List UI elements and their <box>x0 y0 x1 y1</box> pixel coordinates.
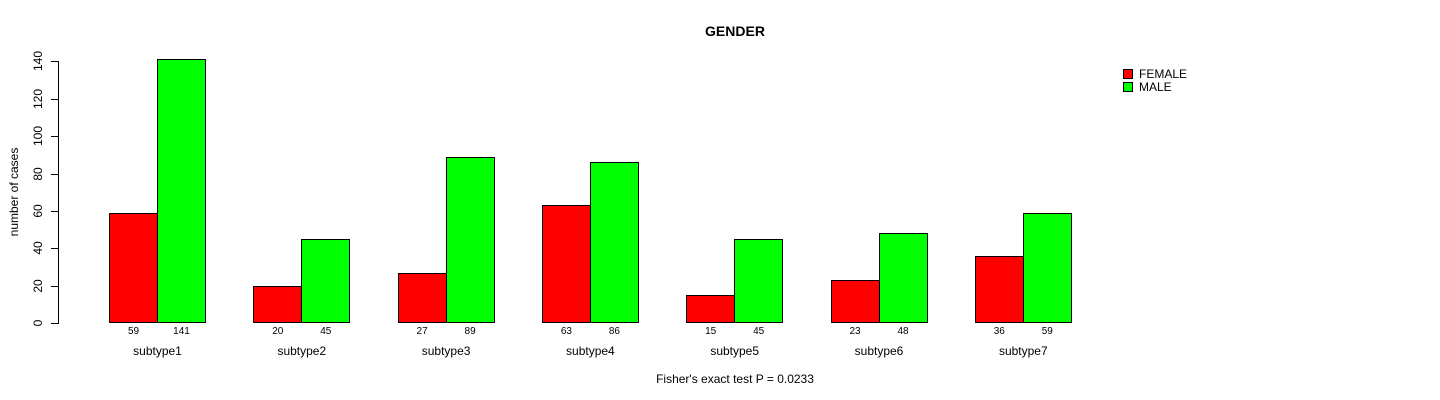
x-category-label: subtype3 <box>421 344 471 358</box>
footnote: Fisher's exact test P = 0.0233 <box>656 372 814 386</box>
y-tick-label: 20 <box>31 278 45 293</box>
bar-male-subtype6 <box>878 233 928 323</box>
y-tick-label: 120 <box>31 88 45 109</box>
legend-item-male: MALE <box>1123 79 1187 94</box>
legend-label: MALE <box>1139 79 1172 94</box>
bar-female-subtype7 <box>974 256 1024 323</box>
legend: FEMALE MALE <box>1123 66 1188 94</box>
x-category-label: subtype5 <box>710 344 760 358</box>
bar-value-label: 45 <box>753 326 765 337</box>
bar-value-label: 27 <box>416 326 428 337</box>
bar-male-subtype7 <box>1022 213 1072 323</box>
legend-swatch <box>1123 81 1133 92</box>
bar-male-subtype5 <box>734 239 784 323</box>
y-tick-label: 0 <box>31 319 45 327</box>
bar-female-subtype3 <box>397 273 447 323</box>
bar-value-label: 86 <box>608 326 620 337</box>
x-category-label: subtype2 <box>277 344 327 358</box>
y-tick <box>51 248 58 250</box>
bar-value-label: 20 <box>272 326 284 337</box>
legend-swatch <box>1123 68 1133 79</box>
bar-male-subtype3 <box>445 157 495 323</box>
bar-female-subtype5 <box>686 295 736 323</box>
y-tick-label: 140 <box>31 51 45 72</box>
bar-value-label: 59 <box>1041 326 1053 337</box>
bar-value-label: 59 <box>127 326 140 337</box>
chart-title: GENDER <box>705 23 765 39</box>
bar-value-label: 89 <box>464 326 476 337</box>
legend-item-female: FEMALE <box>1123 66 1188 81</box>
x-category-label: subtype6 <box>854 344 904 358</box>
bar-female-subtype6 <box>830 280 880 323</box>
bar-female-subtype1 <box>109 213 158 323</box>
bar-value-label: 15 <box>705 326 717 337</box>
y-tick <box>51 136 58 138</box>
bar-female-subtype2 <box>253 286 303 323</box>
bar-value-label: 36 <box>993 326 1005 337</box>
y-tick <box>51 210 58 212</box>
y-tick-label: 40 <box>31 241 45 255</box>
y-tick <box>51 173 58 175</box>
bar-value-label: 63 <box>560 326 572 337</box>
x-category-label: subtype1 <box>133 344 182 358</box>
y-axis-label: number of cases <box>7 147 21 237</box>
bar-value-label: 45 <box>320 326 332 337</box>
bar-male-subtype1 <box>157 59 206 323</box>
bar-value-label: 23 <box>849 326 861 337</box>
y-tick <box>51 323 58 324</box>
y-axis-line <box>58 61 59 324</box>
bar-value-label: 48 <box>897 326 909 337</box>
y-tick-label: 60 <box>31 204 45 218</box>
y-tick <box>51 61 58 63</box>
y-tick <box>51 98 58 100</box>
y-tick-label: 100 <box>31 126 45 147</box>
bar-male-subtype4 <box>589 162 639 323</box>
y-tick-label: 80 <box>31 166 45 181</box>
bar-male-subtype2 <box>301 239 351 323</box>
x-category-label: subtype7 <box>998 344 1048 358</box>
bar-female-subtype4 <box>541 205 591 323</box>
y-tick <box>51 285 58 287</box>
bar-value-label: 141 <box>173 326 190 337</box>
legend-label: FEMALE <box>1139 66 1188 81</box>
x-category-label: subtype4 <box>566 344 615 358</box>
